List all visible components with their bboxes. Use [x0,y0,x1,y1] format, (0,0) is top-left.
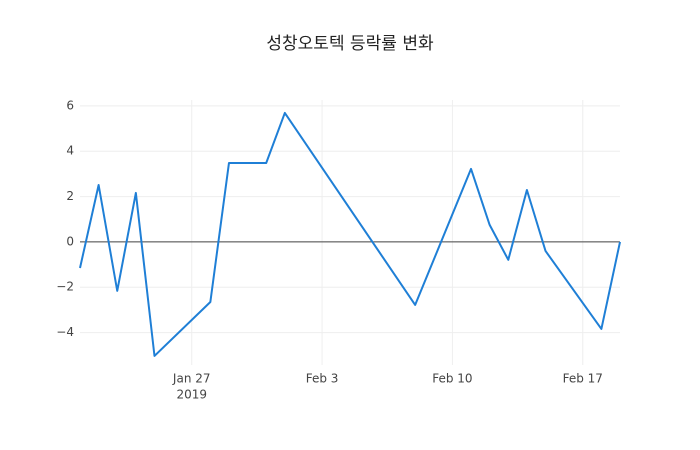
y-tick-label: 6 [66,98,74,112]
y-tick-label: −4 [56,325,74,339]
x-year-label: 2019 [176,388,207,402]
y-tick-label: −2 [56,280,74,294]
x-tick-label: Feb 10 [432,372,472,386]
chart-title: 성창오토텍 등락률 변화 [266,34,434,54]
x-tick-label: Feb 17 [563,372,603,386]
x-tick-label: Jan 27 [172,372,211,386]
y-tick-label: 0 [66,234,74,248]
y-tick-label: 2 [66,189,74,203]
x-tick-label: Feb 3 [306,372,339,386]
y-tick-label: 4 [66,144,74,158]
line-series [79,111,621,357]
